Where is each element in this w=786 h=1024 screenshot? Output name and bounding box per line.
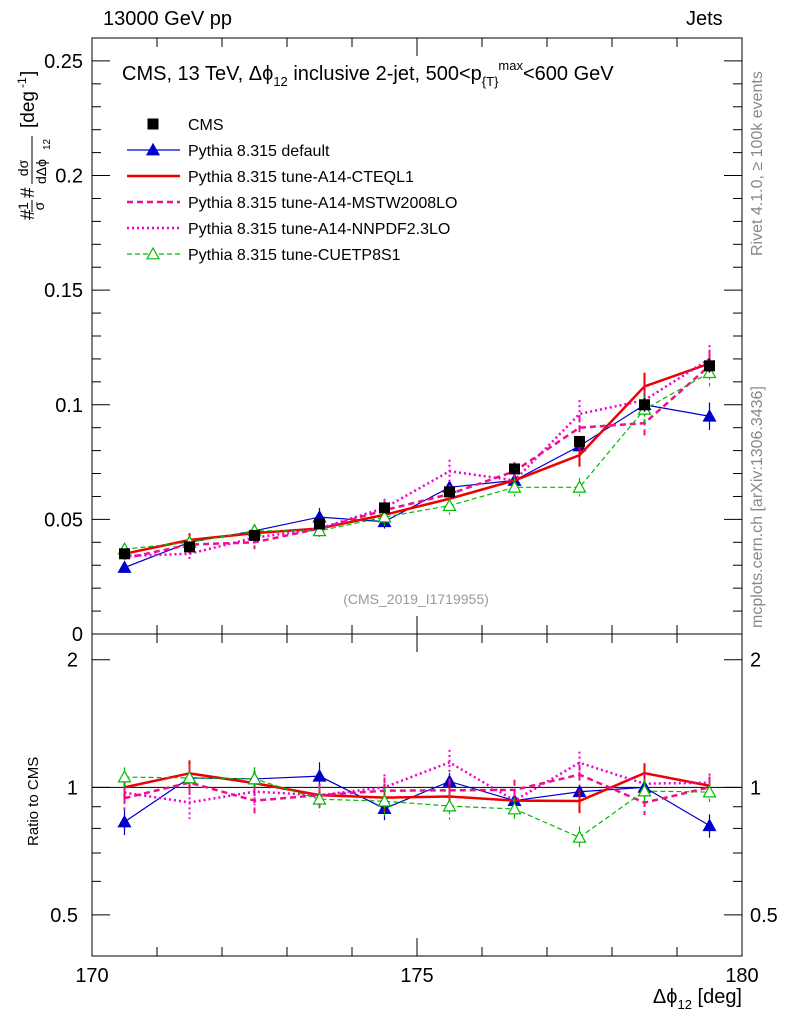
series-line <box>124 776 710 839</box>
main-series-nnpdf <box>123 345 711 561</box>
legend-marker <box>145 246 161 260</box>
main-series-cteql1 <box>123 349 711 559</box>
main-series-mstw <box>123 352 711 563</box>
legend-entry-cteql1: Pythia 8.315 tune-A14-CTEQL1 <box>127 169 414 186</box>
ratio-series-default <box>117 762 717 838</box>
legend-marker <box>145 142 161 156</box>
ratio-y-tick-label: 1 <box>67 777 78 799</box>
series-line <box>124 364 711 560</box>
x-tick-label: 175 <box>400 965 433 987</box>
svg-text:12: 12 <box>42 138 53 150</box>
legend-entry-mstw: Pythia 8.315 tune-A14-MSTW2008LO <box>127 195 457 212</box>
legend-label: Pythia 8.315 default <box>188 143 330 160</box>
data-point <box>247 771 262 785</box>
data-point <box>702 818 717 832</box>
legend-entry-cuetp8s1: Pythia 8.315 tune-CUETP8S1 <box>127 246 401 264</box>
data-point <box>637 783 652 797</box>
ratio-y-tick-label-right: 0.5 <box>750 905 778 927</box>
svg-text:[deg: [deg <box>18 91 39 128</box>
data-point <box>379 502 390 514</box>
ratio-y-tick-label: 2 <box>67 650 78 672</box>
series-line <box>124 372 710 550</box>
data-point <box>574 435 585 447</box>
data-point <box>117 560 132 573</box>
series-line <box>124 362 710 555</box>
data-point <box>704 360 715 372</box>
ratio-y-tick-label-right: 2 <box>750 650 761 672</box>
x-tick-label: 170 <box>75 965 108 987</box>
svg-text:#: # <box>18 187 39 198</box>
x-tick-label: 180 <box>725 965 758 987</box>
chart-title: CMS, 13 TeV, Δϕ12 inclusive 2-jet, 500<p… <box>122 58 614 89</box>
data-point <box>702 408 717 422</box>
header-left: 13000 GeV pp <box>103 8 232 30</box>
main-series-default <box>117 397 717 573</box>
data-point <box>312 523 327 537</box>
data-point <box>117 769 132 783</box>
ratio-series-nnpdf <box>123 749 711 819</box>
main-series-cuetp8s1 <box>117 358 717 555</box>
data-point <box>184 541 195 553</box>
data-point <box>119 548 130 560</box>
data-point <box>182 770 197 784</box>
data-point <box>507 480 522 493</box>
data-point <box>249 529 260 541</box>
data-point <box>117 814 132 828</box>
svg-text:-1: -1 <box>15 77 29 88</box>
main-series-cms <box>119 358 715 560</box>
y-tick-label: 0.15 <box>44 280 83 302</box>
data-point <box>444 486 455 498</box>
data-point <box>639 399 650 411</box>
data-point <box>702 784 717 798</box>
series-line <box>124 760 710 804</box>
legend-label: CMS <box>188 117 224 134</box>
x-axis-label: Δϕ12 [deg] <box>653 986 742 1012</box>
legend-label: Pythia 8.315 tune-CUETP8S1 <box>188 247 401 264</box>
series-line <box>124 404 710 569</box>
legend-label: Pythia 8.315 tune-A14-NNPDF2.3LO <box>188 221 450 238</box>
legend-marker <box>147 118 159 130</box>
header-right: Jets <box>686 8 723 30</box>
y-tick-label: 0.1 <box>55 395 83 417</box>
data-point <box>377 509 392 523</box>
series-line <box>124 773 710 804</box>
series-line <box>124 357 711 558</box>
y-tick-label: 0.2 <box>55 166 83 188</box>
svg-text:1: 1 <box>15 202 31 210</box>
data-point <box>377 793 392 807</box>
svg-text:]: ] <box>18 71 39 76</box>
svg-text:#: # <box>18 209 39 220</box>
data-point <box>442 498 457 512</box>
ratio-y-label: Ratio to CMS <box>25 757 42 846</box>
data-point <box>312 791 327 805</box>
legend-entry-default: Pythia 8.315 default <box>127 142 330 160</box>
svg-text:dΔϕ: dΔϕ <box>33 159 49 184</box>
data-point <box>509 463 520 475</box>
legend-label: Pythia 8.315 tune-A14-CTEQL1 <box>188 169 414 186</box>
ratio-y-tick-label: 0.5 <box>50 905 78 927</box>
data-point <box>312 768 327 782</box>
data-point <box>442 798 457 812</box>
legend-entry-cms: CMS <box>147 117 224 134</box>
data-point <box>507 801 522 815</box>
y-tick-label: 0 <box>72 624 83 646</box>
y-tick-label: 0.05 <box>44 509 83 531</box>
svg-text:σ: σ <box>31 201 47 210</box>
data-point <box>572 480 587 493</box>
data-point <box>572 830 587 843</box>
legend-entry-nnpdf: Pythia 8.315 tune-A14-NNPDF2.3LO <box>127 221 450 238</box>
y-tick-label: 0.25 <box>44 51 83 73</box>
analysis-id: (CMS_2019_I1719955) <box>343 591 489 607</box>
y-axis-label: # 1 σ # dσ dΔϕ 12 [deg -1 ] <box>15 71 53 220</box>
svg-text:dσ: dσ <box>15 159 31 176</box>
legend-label: Pythia 8.315 tune-A14-MSTW2008LO <box>188 195 457 212</box>
ratio-y-tick-label-right: 1 <box>750 777 761 799</box>
ratio-series-cuetp8s1 <box>117 764 717 850</box>
ratio-series-cteql1 <box>123 760 711 814</box>
data-point <box>314 518 325 530</box>
